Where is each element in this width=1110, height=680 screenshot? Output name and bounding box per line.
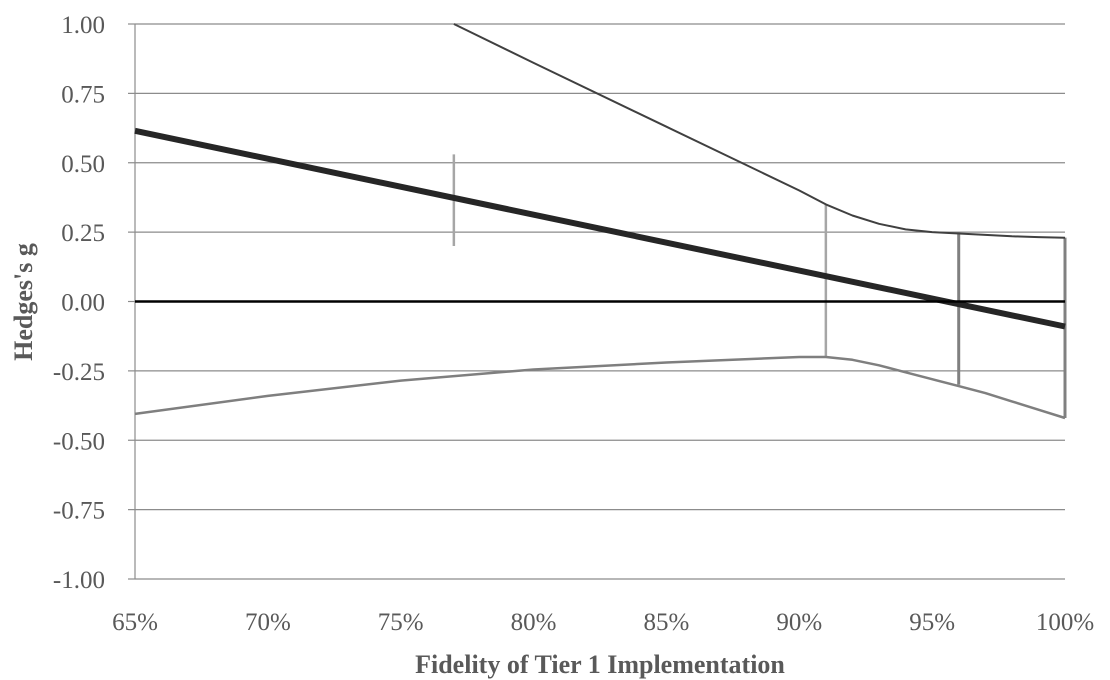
series-estimate [134,127,1066,330]
y-tick-label: -0.75 [53,498,105,525]
y-tick-label: -1.00 [53,567,105,594]
y-tick-label: 0.25 [61,220,105,247]
x-tick-label: 80% [511,609,557,636]
y-tick-label: 0.50 [61,151,105,178]
y-tick-label: 0.00 [61,290,105,317]
x-tick-label: 65% [112,609,158,636]
x-axis-title: Fidelity of Tier 1 Implementation [415,650,785,679]
series-upper-ci [453,23,1066,239]
x-tick-label: 85% [644,609,690,636]
x-tick-labels: 65% 70% 75% 80% 85% 90% 95% 100% [112,609,1094,636]
x-tick-label: 100% [1036,609,1094,636]
y-tick-labels: -1.00 -0.75 -0.50 -0.25 0.00 0.25 0.50 0.75 1.00 [53,12,105,594]
x-tick-label: 90% [776,609,822,636]
y-tick-label: -0.50 [53,428,105,455]
x-tick-label: 70% [245,609,291,636]
x-tick-label: 75% [378,609,424,636]
vertical-markers [452,154,1067,419]
y-tick-label: 0.75 [61,81,105,108]
y-tick-label: -0.25 [53,359,105,386]
chart-series [134,23,1066,420]
y-axis-title: Hedges's g [9,243,38,361]
axes [128,23,136,580]
y-tick-label: 1.00 [61,12,105,39]
x-tick-label: 95% [909,609,955,636]
series-lower-ci [134,355,1066,420]
